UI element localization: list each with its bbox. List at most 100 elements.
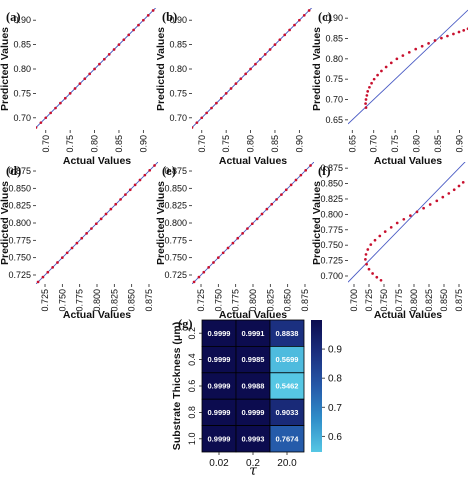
y-tick-label: 0.75 (13, 88, 31, 98)
data-point (212, 261, 215, 264)
data-point (216, 256, 220, 260)
data-point (151, 9, 155, 12)
data-point (302, 13, 306, 17)
heatmap-x-tick-label: 0.02 (209, 458, 229, 469)
data-point (75, 241, 79, 245)
y-tick-label: 0.70 (169, 113, 187, 123)
heatmap-cell-label: 0.9999 (208, 408, 231, 417)
data-point (364, 106, 368, 109)
data-point (407, 50, 411, 54)
x-tick-label: 0.800 (92, 289, 102, 312)
y-tick-label: 0.90 (169, 15, 187, 25)
data-point (294, 178, 298, 182)
data-point (128, 188, 132, 192)
data-point (148, 168, 152, 172)
data-point (132, 28, 135, 32)
y-tick-label: 0.70 (13, 113, 31, 123)
heatmap-cell-label: 0.7674 (276, 434, 300, 443)
x-tick-label: 0.80 (246, 135, 256, 153)
heatmap-cell-label: 0.8838 (276, 329, 299, 338)
heatmap-y-tick-label: 0.2 (187, 327, 197, 340)
heatmap-cell-label: 0.9988 (242, 382, 265, 391)
data-point (383, 230, 387, 233)
data-point (457, 30, 461, 34)
data-point (299, 173, 303, 177)
scatter-panel-b: 0.70 0.75 0.80 0.85 0.90 0.70 0.75 0.80 0.85 0.90… (155, 8, 313, 167)
heatmap-cell (201, 319, 237, 347)
data-point (364, 253, 368, 256)
data-point (49, 111, 52, 115)
data-point (265, 207, 269, 211)
data-point (452, 188, 456, 192)
heatmap-x-axis-label: τ (249, 463, 257, 479)
y-tick-label: 0.80 (169, 64, 187, 74)
y-axis-label: Predicted Values (155, 181, 167, 265)
data-point (56, 261, 59, 264)
data-point (114, 202, 118, 206)
x-tick-label: 0.825 (424, 289, 434, 312)
ideal-fit-line (348, 162, 466, 283)
heatmap-cell-label: 0.9999 (208, 329, 231, 338)
data-point (379, 278, 383, 282)
data-point (192, 126, 194, 129)
data-point (51, 266, 54, 269)
y-axis-label: Predicted Values (311, 27, 323, 111)
data-point (435, 199, 439, 203)
scatter-panel-f: 0.700 0.725 0.750 0.775 0.800 0.825 0.850 0.875… (311, 162, 466, 321)
data-point (440, 36, 443, 40)
x-tick-label: 0.875 (144, 289, 154, 312)
data-point (373, 238, 377, 242)
y-tick-label: 0.775 (320, 225, 343, 235)
colorbar-tick-label: 0.7 (328, 403, 342, 414)
data-point (366, 90, 370, 93)
y-tick-label: 0.90 (325, 13, 343, 23)
heatmap-cell-label: 0.5462 (276, 382, 299, 391)
y-tick-label: 0.850 (8, 183, 31, 193)
panel-label: (a) (6, 10, 21, 24)
data-point (143, 173, 147, 177)
x-tick-label: 0.90 (138, 135, 148, 153)
data-point (205, 111, 208, 115)
y-tick-label: 0.80 (325, 54, 343, 64)
data-point (263, 53, 267, 56)
data-point (236, 236, 240, 240)
y-tick-label: 0.800 (8, 218, 31, 228)
data-point (90, 227, 93, 230)
data-point (278, 38, 282, 42)
ideal-fit-line (192, 8, 313, 128)
data-point (215, 101, 218, 105)
heatmap-panel: 0.9999 0.9991 0.8838 0.9999 0.9985 0.5699 0.99… (171, 317, 342, 479)
data-point (102, 57, 106, 61)
scatter-panel-c: 0.65 0.70 0.75 0.80 0.85 0.90 0.65 0.70 0.75 0.80… (311, 9, 468, 167)
data-point (60, 256, 64, 260)
data-point (124, 193, 127, 196)
x-axis-label: Actual Values (374, 155, 442, 167)
y-tick-label: 0.85 (13, 40, 31, 50)
data-point (260, 212, 264, 216)
x-tick-label: 0.700 (349, 289, 359, 312)
x-tick-label: 0.850 (127, 289, 137, 312)
data-point (83, 77, 87, 81)
data-point (234, 82, 238, 85)
heatmap-y-tick-label: 0.6 (187, 380, 197, 393)
data-point (229, 87, 233, 90)
data-point (112, 48, 116, 51)
data-point (371, 272, 374, 275)
data-point (402, 217, 406, 221)
data-point (94, 222, 98, 226)
panel-label: (f) (318, 164, 331, 178)
data-point (241, 232, 244, 235)
data-point (378, 234, 382, 238)
heatmap-cell (235, 372, 271, 400)
data-point (275, 198, 278, 201)
data-point (415, 210, 419, 214)
x-tick-label: 0.850 (439, 289, 449, 312)
data-point (200, 116, 204, 120)
y-tick-label: 0.825 (164, 201, 187, 211)
y-tick-label: 0.850 (320, 179, 343, 189)
y-tick-label: 0.725 (320, 256, 343, 266)
data-point (366, 248, 370, 251)
data-point (78, 82, 82, 85)
data-point (367, 267, 371, 271)
